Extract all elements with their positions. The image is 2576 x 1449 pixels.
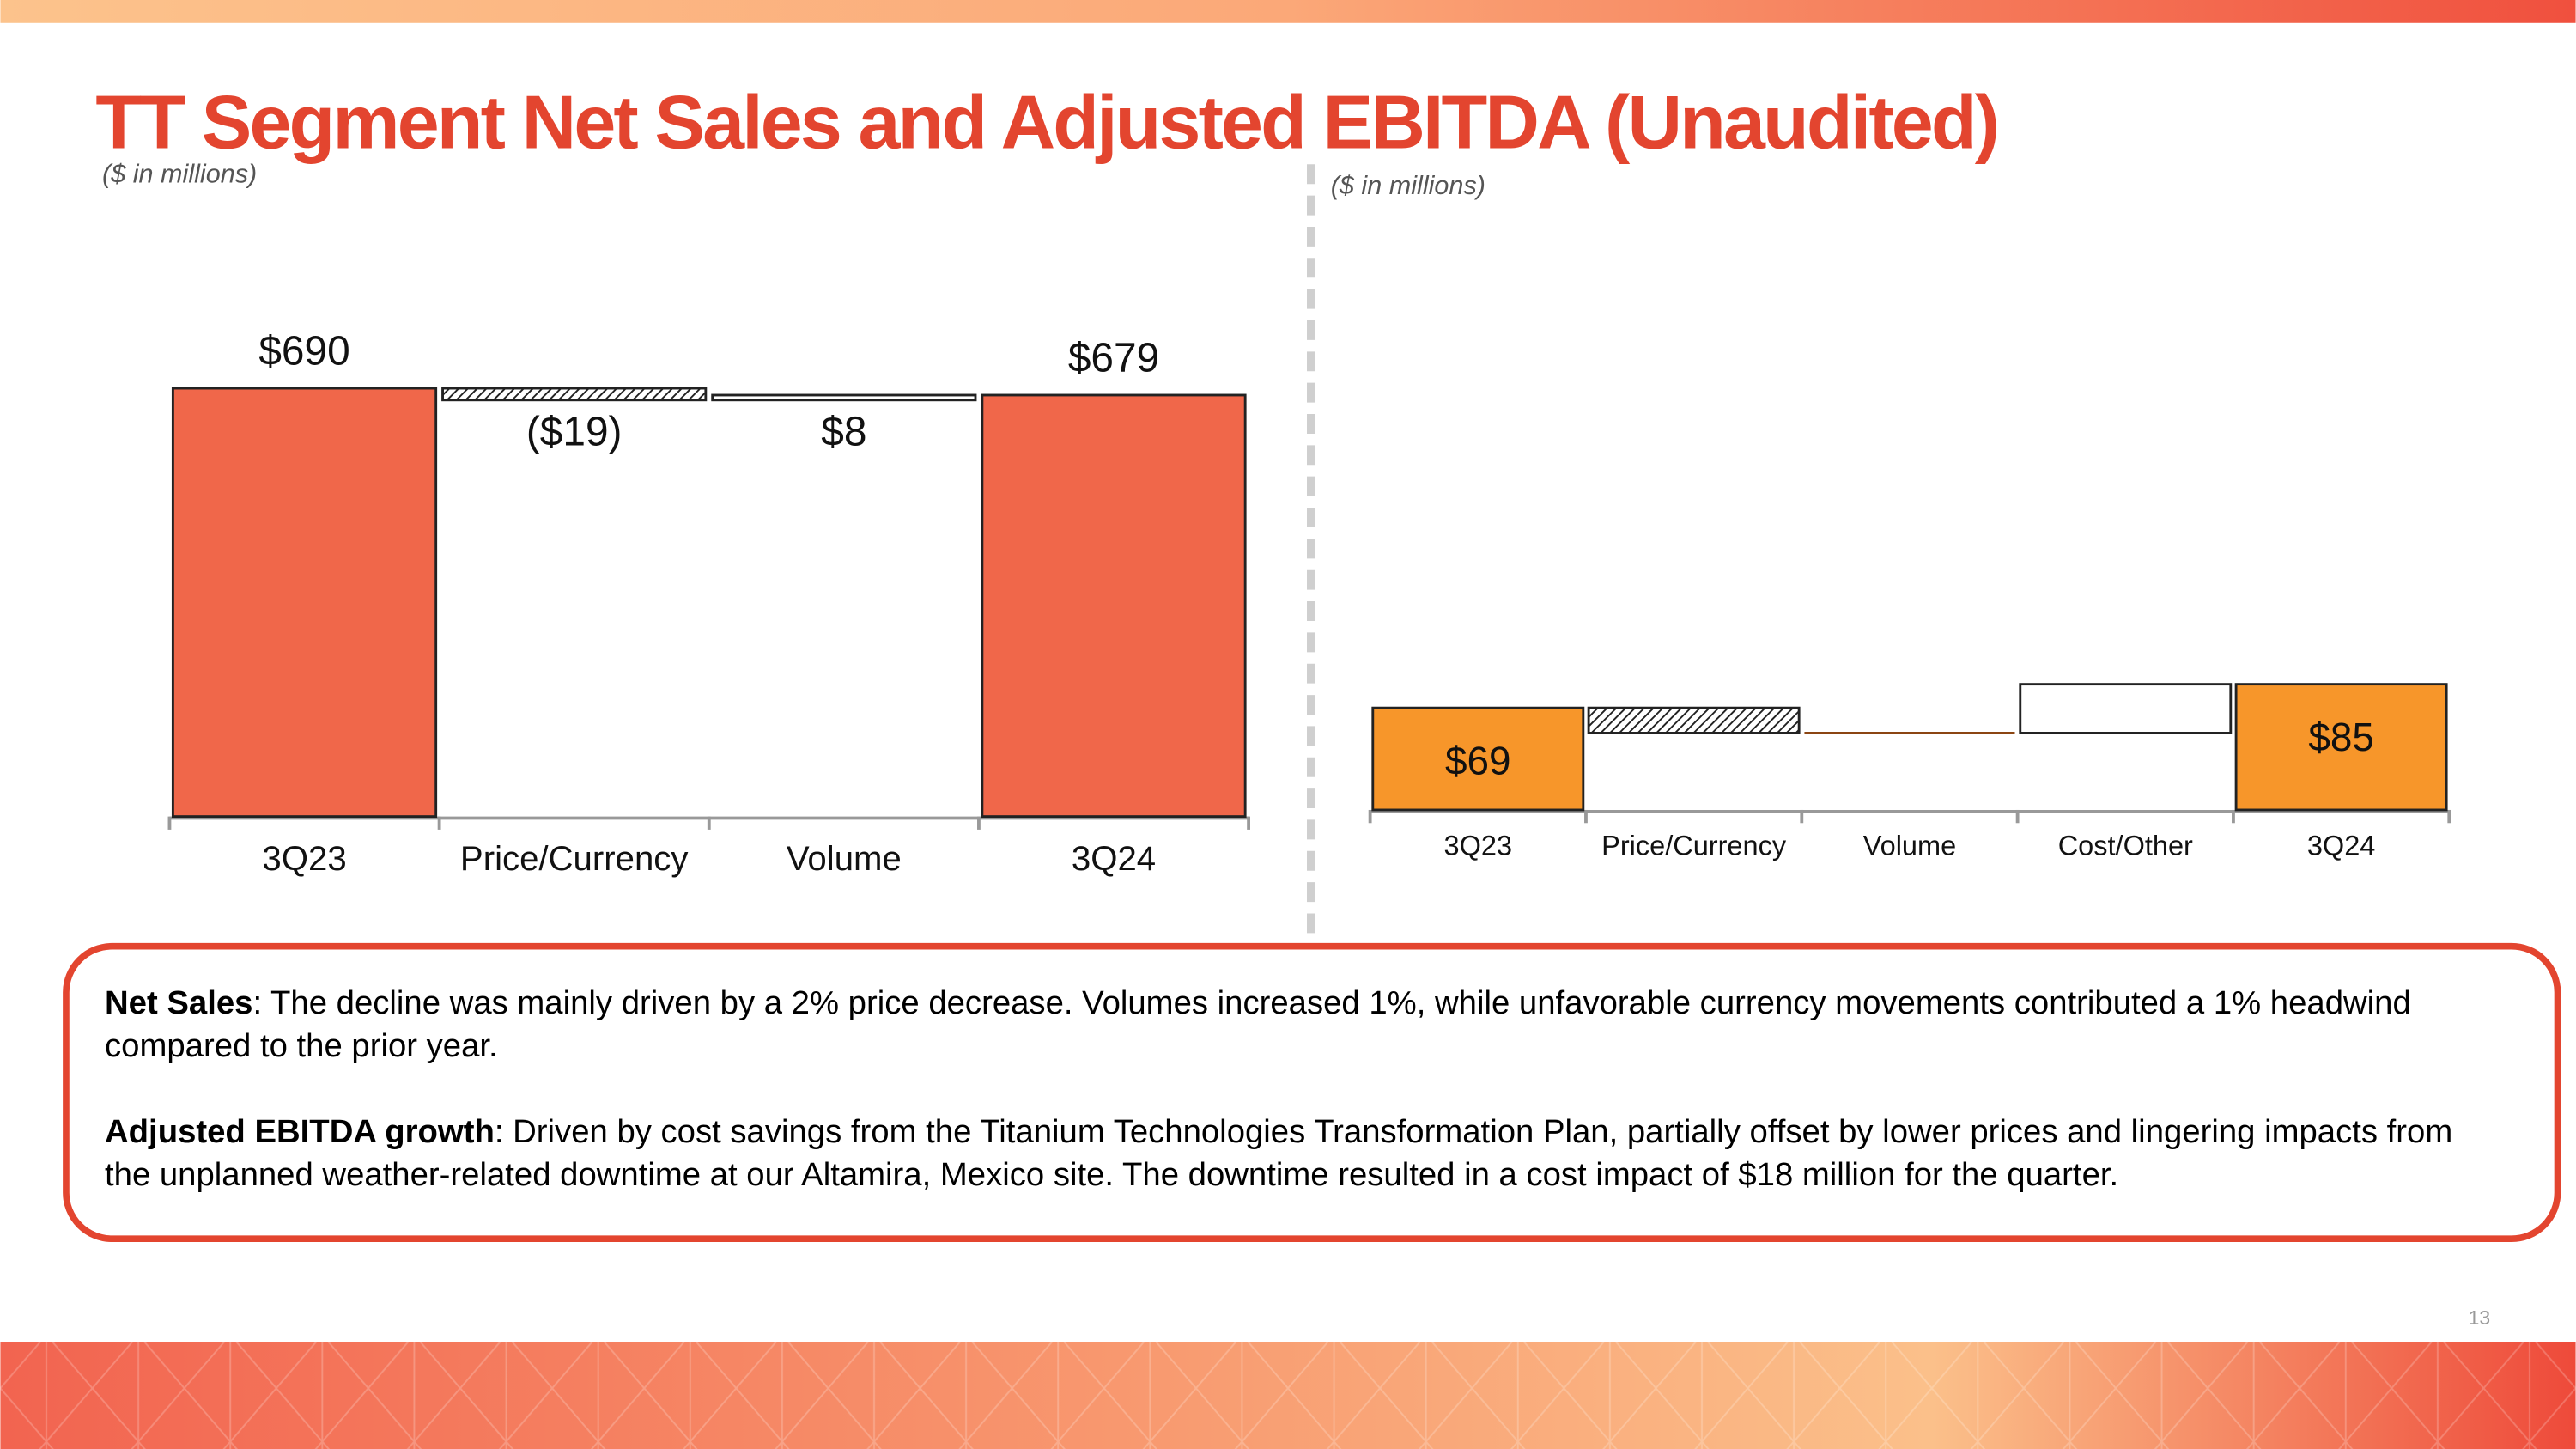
bottom-pattern bbox=[0, 1342, 2576, 1449]
total-bar bbox=[1371, 706, 1585, 812]
x-tick-label: Volume bbox=[787, 839, 902, 878]
top-band bbox=[0, 0, 2576, 23]
value-label: $679 bbox=[1068, 335, 1159, 381]
x-tick-label: 3Q24 bbox=[2307, 831, 2376, 861]
x-tick-label: Volume bbox=[1863, 831, 1956, 861]
note: Net Sales: The decline was mainly driven… bbox=[105, 982, 2487, 1068]
slide-title: TT Segment Net Sales and Adjusted EBITDA… bbox=[95, 79, 1997, 164]
note: Adjusted EBITDA growth: Driven by cost s… bbox=[105, 1111, 2487, 1196]
delta-bar bbox=[441, 387, 708, 402]
value-label: ($19) bbox=[526, 410, 623, 455]
delta-bar bbox=[1587, 706, 1801, 734]
note-text: : Driven by cost savings from the Titani… bbox=[105, 1113, 2453, 1193]
chart-subtitle: ($ in millions) bbox=[102, 160, 257, 189]
x-tick-label: Cost/Other bbox=[2058, 831, 2193, 861]
value-label: $85 bbox=[2308, 715, 2374, 759]
x-tick-label: 3Q23 bbox=[262, 839, 346, 878]
x-tick-label: 3Q24 bbox=[1072, 839, 1156, 878]
x-tick-label: 3Q23 bbox=[1444, 831, 1513, 861]
x-tick-label: Price/Currency bbox=[1601, 831, 1787, 861]
value-label: $8 bbox=[821, 410, 866, 455]
value-label: $690 bbox=[258, 328, 349, 374]
value-label: $69 bbox=[1445, 738, 1511, 782]
delta-bar bbox=[2019, 683, 2233, 734]
notes: Net Sales: The decline was mainly driven… bbox=[105, 982, 2487, 1239]
note-text: : The decline was mainly driven by a 2% … bbox=[105, 984, 2411, 1064]
total-bar bbox=[2234, 683, 2448, 812]
delta-bar bbox=[711, 393, 977, 402]
total-bar bbox=[171, 387, 438, 819]
x-tick-label: Price/Currency bbox=[460, 839, 689, 878]
notes-box bbox=[63, 942, 2561, 1243]
note-lead: Adjusted EBITDA growth bbox=[105, 1113, 495, 1150]
page-number: 13 bbox=[2469, 1306, 2491, 1329]
chart-subtitle: ($ in millions) bbox=[1331, 171, 1485, 200]
total-bar bbox=[981, 393, 1247, 819]
note-lead: Net Sales bbox=[105, 984, 253, 1021]
